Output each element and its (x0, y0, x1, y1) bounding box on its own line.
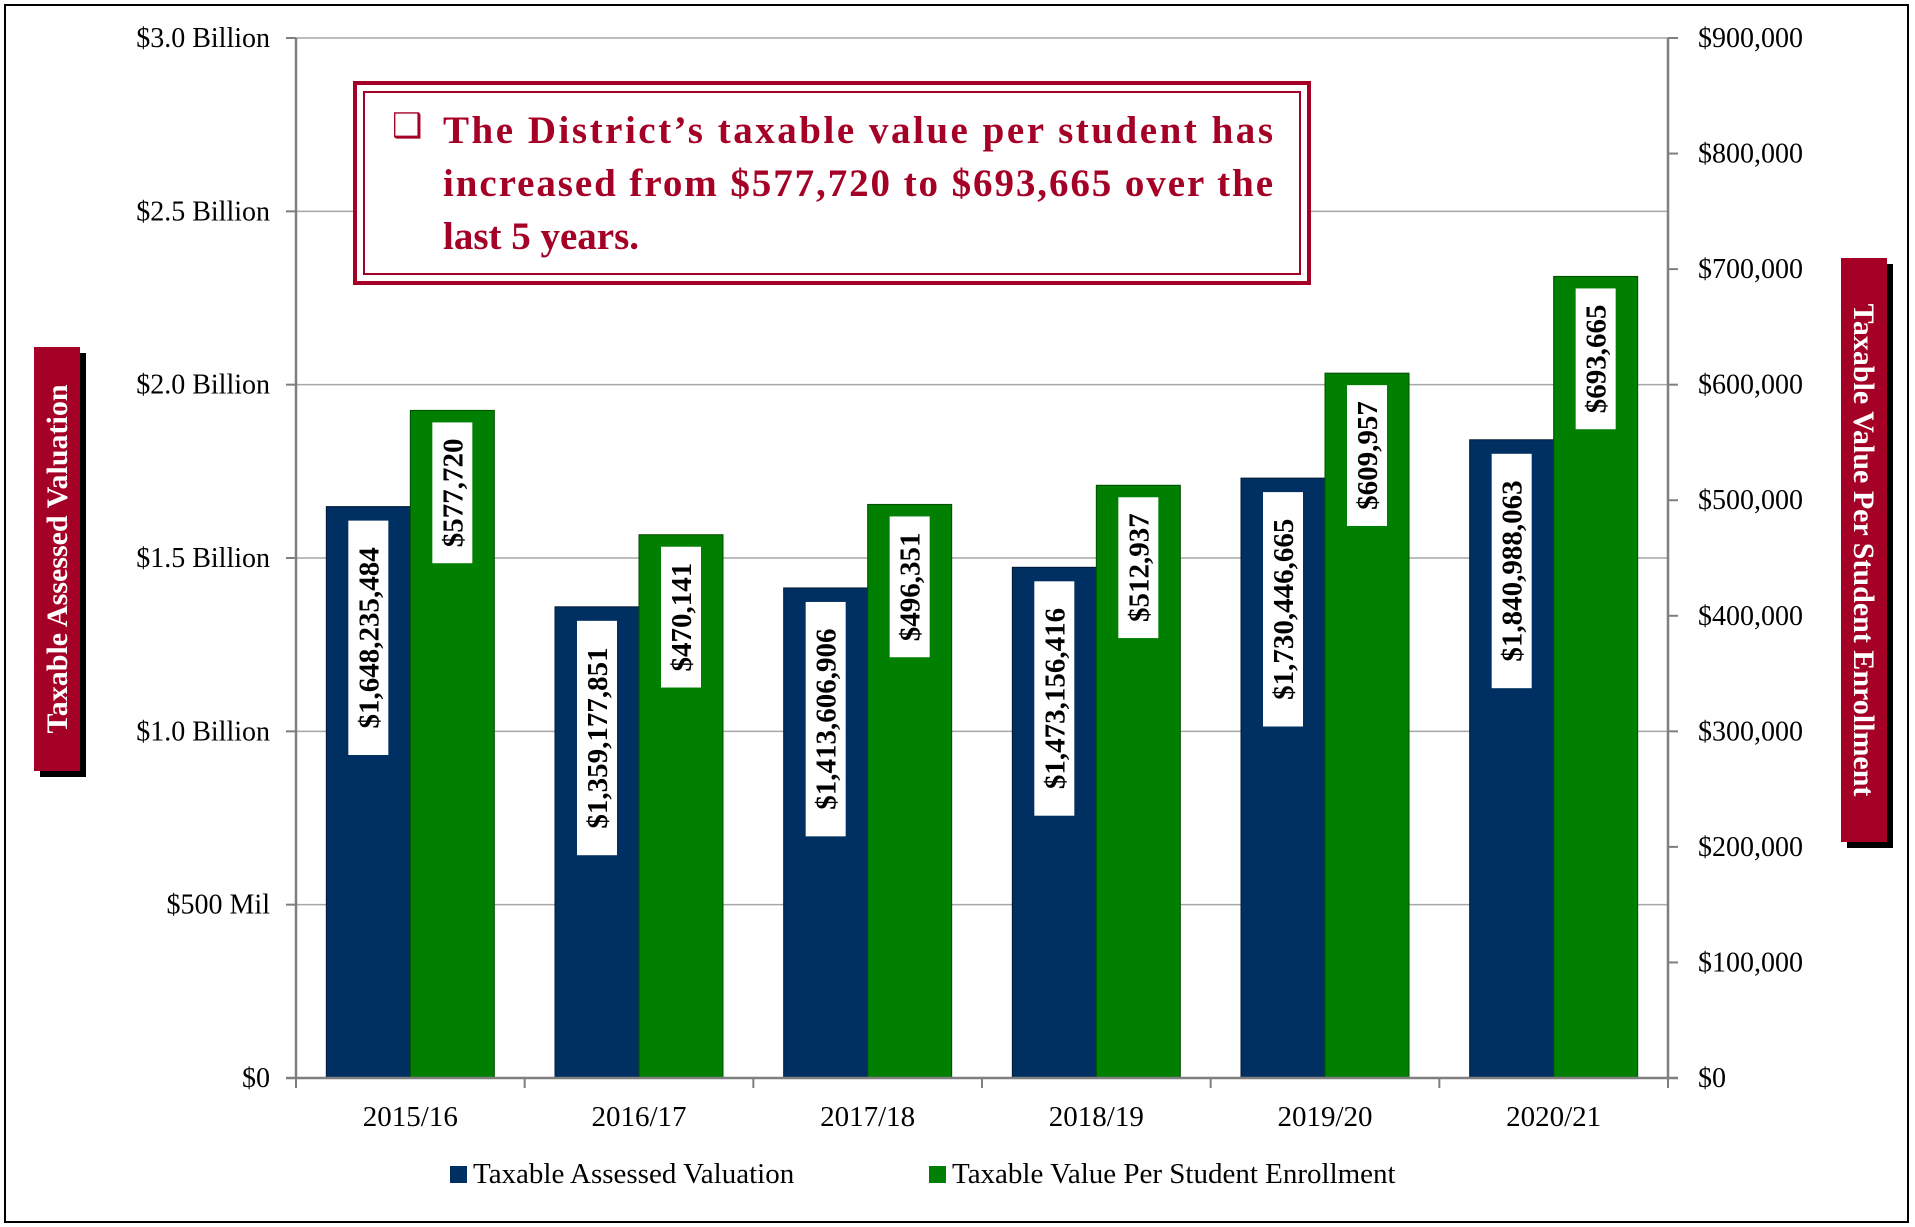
right-axis-title: Taxable Value Per Student Enrollment (1847, 304, 1880, 797)
left-tick-label: $1.0 Billion (136, 716, 270, 747)
right-tick-label: $900,000 (1698, 23, 1803, 54)
data-label-taxable-assessed-valuation: $1,413,606,906 (811, 629, 843, 810)
data-label-box (432, 422, 473, 564)
right-tick-label: $600,000 (1698, 370, 1803, 401)
data-label-taxable-assessed-valuation: $1,473,156,416 (1039, 608, 1071, 789)
data-label-box (1491, 453, 1532, 689)
left-tick-label: $1.5 Billion (136, 543, 270, 574)
data-label-box (1575, 288, 1616, 430)
data-label-taxable-value-per-student: $693,665 (1581, 304, 1613, 413)
data-label-taxable-value-per-student: $496,351 (895, 532, 927, 641)
data-label-taxable-assessed-valuation: $1,730,446,665 (1268, 519, 1300, 700)
data-label-box (1347, 385, 1387, 526)
x-tick-label: 2020/21 (1506, 1101, 1601, 1133)
data-label-taxable-value-per-student: $512,937 (1123, 513, 1155, 622)
x-tick-label: 2019/20 (1277, 1101, 1372, 1133)
data-label-box (805, 601, 846, 837)
data-label-taxable-value-per-student: $470,141 (666, 563, 698, 672)
right-tick-label: $200,000 (1698, 832, 1803, 863)
x-tick-label: 2015/16 (363, 1101, 458, 1133)
annotation-box-inner (363, 91, 1301, 275)
left-tick-label: $500 Mil (167, 890, 271, 921)
right-tick-label: $500,000 (1698, 485, 1803, 516)
annotation-bullet: ❑ (392, 108, 422, 145)
data-label-taxable-assessed-valuation: $1,359,177,851 (582, 647, 614, 828)
left-tick-label: $2.0 Billion (136, 370, 270, 401)
left-axis-title-box (34, 347, 80, 771)
data-label-box (348, 520, 389, 756)
data-label-box (661, 546, 701, 688)
data-label-taxable-assessed-valuation: $1,840,988,063 (1497, 480, 1529, 661)
left-tick-label: $0 (242, 1063, 270, 1094)
annotation-box-outer (353, 81, 1311, 285)
right-tick-label: $700,000 (1698, 254, 1803, 285)
right-tick-label: $300,000 (1698, 716, 1803, 747)
data-label-box (1118, 497, 1159, 639)
data-label-taxable-value-per-student: $577,720 (437, 438, 469, 547)
left-axis-title: Taxable Assessed Valuation (41, 384, 74, 733)
annotation-text-line: increased from $577,720 to $693,665 over… (443, 162, 1273, 205)
x-tick-label: 2016/17 (591, 1101, 686, 1133)
data-label-box (577, 620, 617, 856)
legend-label-taxable-value-per-student: Taxable Value Per Student Enrollment (952, 1158, 1396, 1190)
data-label-taxable-value-per-student: $609,957 (1352, 401, 1384, 510)
annotation-text-line: The District’s taxable value per student… (443, 109, 1273, 152)
right-tick-label: $400,000 (1698, 601, 1803, 632)
data-label-box (1034, 581, 1075, 816)
x-tick-label: 2017/18 (820, 1101, 915, 1133)
x-tick-label: 2018/19 (1049, 1101, 1144, 1133)
left-tick-label: $2.5 Billion (136, 196, 270, 227)
data-label-box (1263, 492, 1303, 727)
legend-label-taxable-assessed-valuation: Taxable Assessed Valuation (473, 1158, 795, 1190)
data-label-box (889, 516, 930, 658)
left-tick-label: $3.0 Billion (136, 23, 270, 54)
right-axis-title-box (1841, 258, 1887, 842)
legend-swatch-taxable-value-per-student (929, 1166, 946, 1183)
data-label-taxable-assessed-valuation: $1,648,235,484 (353, 547, 385, 728)
right-tick-label: $0 (1698, 1063, 1726, 1094)
right-tick-label: $800,000 (1698, 139, 1803, 170)
annotation-text-line: last 5 years. (443, 215, 639, 258)
right-tick-label: $100,000 (1698, 947, 1803, 978)
legend-swatch-taxable-assessed-valuation (450, 1166, 467, 1183)
